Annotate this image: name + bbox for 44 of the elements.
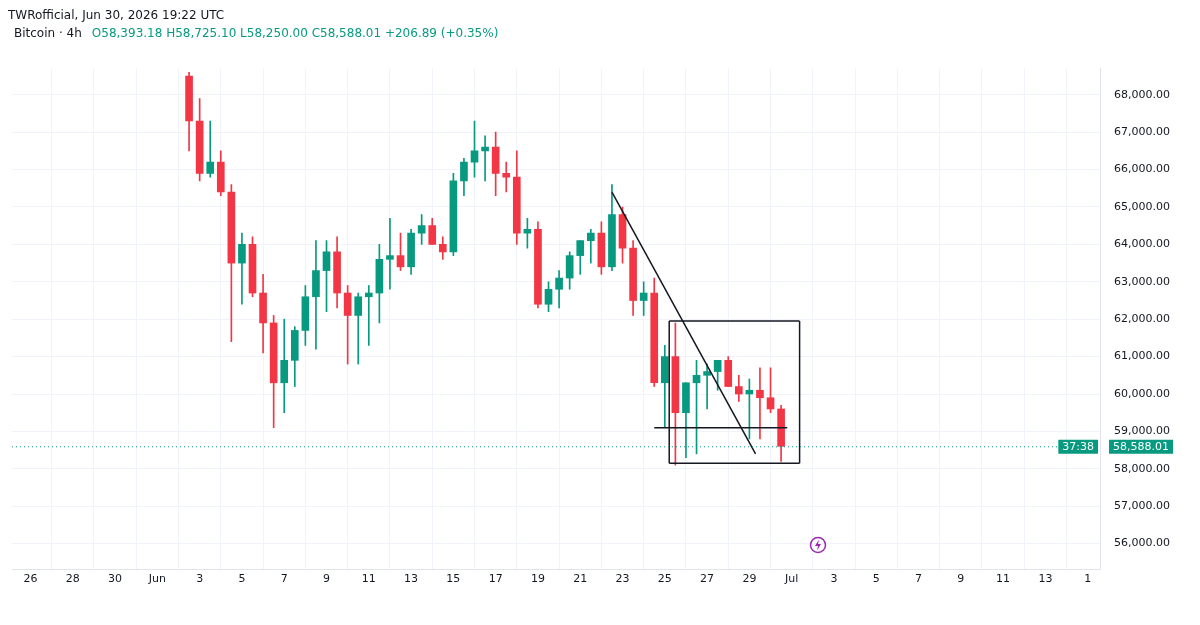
x-tick-label: Jun bbox=[147, 572, 166, 586]
y-tick-label: 67,000.00 bbox=[1114, 125, 1170, 139]
x-tick-label: 3 bbox=[830, 572, 838, 586]
x-tick-label: 9 bbox=[323, 572, 331, 586]
x-tick-label: 11 bbox=[361, 572, 376, 586]
y-tick-label: 64,000.00 bbox=[1114, 237, 1170, 251]
text: TWRofficial, Jun 30, 2026 19:22 UTC bbox=[8, 8, 226, 24]
x-tick-label: 7 bbox=[915, 572, 923, 586]
x-tick-label: 1 bbox=[1084, 572, 1092, 586]
y-tick-label: 68,000.00 bbox=[1114, 87, 1170, 101]
x-tick-label: 29 bbox=[742, 572, 757, 586]
y-tick-label: 58,000.00 bbox=[1114, 461, 1170, 475]
x-tick-label: 11 bbox=[996, 572, 1011, 586]
y-tick-label: 57,000.00 bbox=[1114, 499, 1170, 513]
y-tick-label: 56,000.00 bbox=[1114, 536, 1170, 550]
x-tick-label: 19 bbox=[530, 572, 545, 586]
chart-title: Bitcoin · 4h bbox=[14, 26, 82, 42]
y-tick-label: 65,000.00 bbox=[1114, 199, 1170, 213]
x-tick-label: 9 bbox=[957, 572, 965, 586]
x-tick-label: 28 bbox=[65, 572, 80, 586]
x-tick-label: 15 bbox=[446, 572, 461, 586]
x-tick-label: 23 bbox=[615, 572, 630, 586]
chart-subtitle: O58,393.18 H58,725.10 L58,250.00 C58,588.01 +206.89 (+0.35%) bbox=[91, 26, 499, 42]
x-tick-label: 21 bbox=[573, 572, 588, 586]
x-tick-label: 13 bbox=[1038, 572, 1053, 586]
annotation: 37:38 bbox=[1062, 439, 1095, 453]
y-tick-label: 62,000.00 bbox=[1114, 312, 1170, 326]
x-tick-label: 3 bbox=[196, 572, 204, 586]
x-tick-label: 5 bbox=[872, 572, 880, 586]
x-tick-label: 13 bbox=[404, 572, 419, 586]
x-tick-label: 25 bbox=[657, 572, 672, 586]
x-tick-label: 5 bbox=[238, 572, 246, 586]
y-tick-label: 63,000.00 bbox=[1114, 274, 1170, 288]
y-tick-label: 66,000.00 bbox=[1114, 162, 1170, 176]
x-tick-label: Jul bbox=[784, 572, 799, 586]
x-tick-label: 7 bbox=[280, 572, 288, 586]
x-tick-label: 17 bbox=[488, 572, 503, 586]
y-tick-label: 60,000.00 bbox=[1114, 386, 1170, 400]
x-tick-label: 27 bbox=[700, 572, 715, 586]
ref-line-label: 58,588.01 bbox=[1113, 439, 1170, 453]
x-tick-label: 30 bbox=[108, 572, 123, 586]
x-tick-label: 26 bbox=[23, 572, 38, 586]
y-tick-label: 59,000.00 bbox=[1114, 424, 1170, 438]
y-tick-label: 61,000.00 bbox=[1114, 349, 1170, 363]
